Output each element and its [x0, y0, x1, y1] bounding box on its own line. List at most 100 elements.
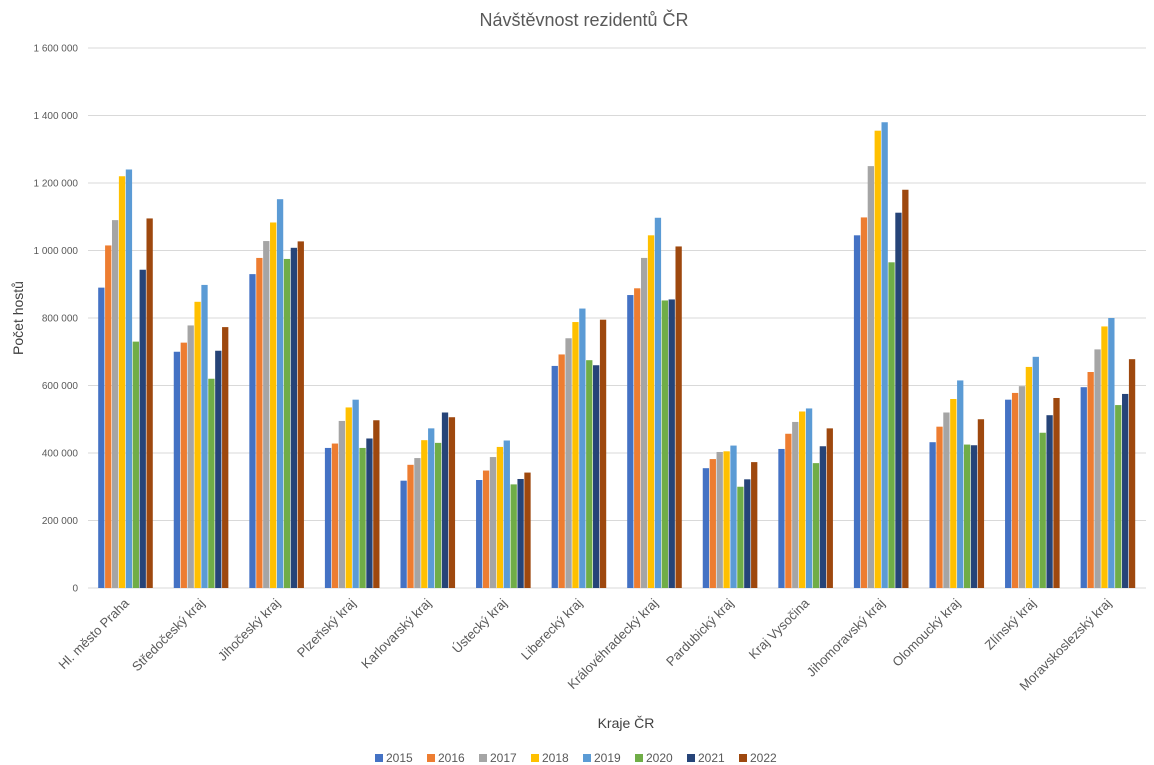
bar-2019-9 [805, 408, 813, 588]
bar-2016-12 [1011, 392, 1019, 588]
bar-2020-10 [888, 262, 895, 588]
bar-2015-5 [476, 480, 483, 588]
y-tick-label: 200 000 [42, 516, 79, 527]
bar-2020-9 [812, 463, 820, 588]
legend-label: 2015 [386, 751, 413, 765]
x-tick-label: Pardubický kraj [663, 595, 737, 669]
x-tick-label: Plzeňský kraj [294, 595, 359, 660]
bar-2019-3 [352, 399, 359, 588]
bar-2017-3 [338, 420, 345, 588]
bar-2017-5 [489, 457, 497, 588]
y-tick-label: 0 [72, 584, 78, 595]
legend-swatch-2017 [479, 754, 487, 762]
bar-2020-0 [132, 341, 139, 588]
bar-2021-9 [819, 446, 827, 588]
bar-2019-4 [428, 428, 435, 588]
bar-2015-10 [853, 235, 861, 588]
legend: 2015 2016 2017 2018 2019 2020 2021 2022 [375, 751, 777, 765]
bar-2020-13 [1115, 405, 1122, 588]
bar-2020-3 [359, 447, 366, 588]
bar-2021-2 [290, 247, 298, 589]
x-tick-label: Karlovarský kraj [358, 595, 434, 671]
bar-2021-11 [970, 445, 978, 588]
bar-2022-5 [524, 472, 531, 588]
bar-2017-8 [716, 451, 723, 588]
bar-2016-8 [709, 459, 716, 588]
bar-2020-6 [586, 360, 593, 588]
legend-swatch-2019 [583, 754, 591, 762]
bar-2018-4 [421, 440, 428, 588]
x-tick-label: Liberecký kraj [518, 595, 585, 662]
legend-label: 2017 [490, 751, 517, 765]
legend-swatch-2020 [635, 754, 643, 762]
bar-2016-6 [558, 354, 565, 588]
legend-label: 2019 [594, 751, 621, 765]
y-tick-label: 800 000 [42, 314, 79, 325]
bar-2022-3 [373, 420, 380, 588]
bar-2015-7 [627, 295, 634, 588]
bar-2017-9 [792, 421, 799, 588]
bar-2022-1 [222, 327, 229, 588]
bar-2022-0 [146, 218, 153, 588]
bar-2018-13 [1101, 326, 1108, 588]
bar-2018-11 [950, 399, 957, 588]
bar-2015-1 [173, 351, 181, 588]
bar-2019-6 [579, 308, 586, 588]
bar-2022-4 [448, 417, 456, 588]
bar-2019-12 [1032, 356, 1039, 588]
bar-2015-12 [1005, 399, 1012, 588]
bar-2020-4 [434, 442, 442, 588]
bar-2018-6 [572, 322, 579, 588]
bar-2016-3 [331, 443, 339, 588]
x-tick-label: Jihomoravský kraj [803, 595, 887, 679]
bar-2018-2 [270, 222, 277, 589]
legend-label: 2021 [698, 751, 725, 765]
bar-2022-9 [826, 428, 833, 588]
bar-2018-12 [1025, 366, 1033, 588]
bar-2021-12 [1046, 415, 1053, 588]
bar-2022-8 [751, 462, 758, 588]
bar-2019-10 [881, 122, 888, 588]
bar-2020-1 [208, 378, 215, 588]
bar-2019-2 [276, 199, 284, 588]
bar-2020-2 [283, 258, 291, 588]
bar-2020-7 [661, 300, 668, 588]
bar-2021-8 [744, 479, 751, 588]
bar-2016-7 [634, 288, 641, 588]
bar-2016-4 [407, 464, 414, 588]
bar-2021-10 [895, 212, 902, 588]
bar-2016-9 [785, 433, 792, 588]
legend-swatch-2018 [531, 754, 539, 762]
bar-2018-8 [723, 451, 730, 588]
bar-2017-4 [414, 458, 421, 588]
bar-2019-7 [654, 217, 662, 588]
bar-2015-6 [551, 365, 558, 588]
x-tick-label: Kraj Vysočina [746, 595, 813, 662]
bar-2017-6 [565, 338, 572, 588]
legend-swatch-2016 [427, 754, 435, 762]
y-tick-label: 1 400 000 [34, 111, 79, 122]
bar-2019-11 [957, 380, 964, 588]
bar-2016-10 [860, 217, 868, 589]
bar-2015-2 [249, 274, 256, 588]
bar-2015-4 [400, 480, 407, 588]
bar-2022-13 [1128, 359, 1136, 588]
bar-2022-11 [977, 419, 985, 588]
bar-2015-11 [929, 442, 936, 588]
bar-2021-13 [1122, 393, 1129, 588]
bar-2022-6 [599, 319, 607, 588]
bar-2021-3 [366, 438, 373, 588]
bar-2015-9 [778, 448, 785, 588]
bar-2020-12 [1039, 432, 1046, 588]
y-axis-title: Počet hostů [10, 281, 26, 355]
x-tick-label: Jihočeský kraj [215, 595, 283, 663]
bar-2018-7 [647, 235, 655, 588]
chart-title: Návštěvnost rezidentů ČR [479, 9, 688, 30]
x-tick-label: Olomoucký kraj [889, 595, 963, 669]
bar-2017-13 [1094, 349, 1101, 588]
bar-2016-1 [180, 342, 187, 588]
bar-2020-8 [737, 486, 744, 588]
bar-2017-0 [111, 220, 119, 588]
